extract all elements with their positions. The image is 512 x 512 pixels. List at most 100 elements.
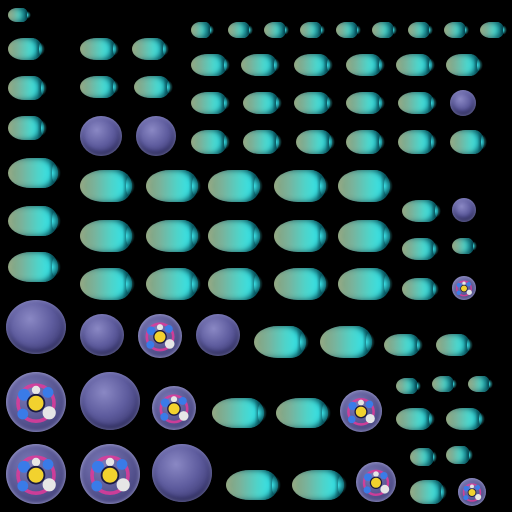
electron-white <box>43 478 56 491</box>
nucleus <box>28 467 45 484</box>
atom-icon <box>152 386 196 430</box>
atom-orb-sprite <box>452 276 476 300</box>
electron-white <box>373 471 379 477</box>
electron-white <box>475 494 481 500</box>
nucleus <box>102 467 119 484</box>
cyan-blob-sprite <box>228 22 250 38</box>
cyan-blob-sprite <box>396 54 432 76</box>
cyan-blob-sprite <box>8 76 44 100</box>
atom-orb-sprite <box>340 390 382 432</box>
cyan-blob-sprite <box>346 92 382 114</box>
cyan-blob-sprite <box>146 170 198 202</box>
purple-orb-sprite <box>6 300 66 354</box>
cyan-blob-sprite <box>8 252 58 282</box>
atom-orb-sprite <box>152 386 196 430</box>
cyan-blob-sprite <box>346 54 382 76</box>
cyan-blob-sprite <box>452 238 474 254</box>
cyan-blob-sprite <box>398 130 434 154</box>
cyan-blob-sprite <box>132 38 166 60</box>
atom-orb-sprite <box>80 444 140 504</box>
cyan-blob-sprite <box>208 220 260 252</box>
electron-blue <box>117 459 128 470</box>
nucleus <box>28 395 45 412</box>
cyan-blob-sprite <box>191 92 227 114</box>
cyan-blob-sprite <box>274 220 326 252</box>
cyan-blob-sprite <box>8 38 42 60</box>
cyan-blob-sprite <box>450 130 484 154</box>
cyan-blob-sprite <box>346 130 382 154</box>
atom-icon <box>458 478 486 506</box>
electron-white <box>380 485 389 494</box>
nucleus <box>468 489 476 497</box>
cyan-blob-sprite <box>468 376 490 392</box>
cyan-blob-sprite <box>243 130 279 154</box>
cyan-blob-sprite <box>264 22 286 38</box>
cyan-blob-sprite <box>292 470 344 500</box>
cyan-blob-sprite <box>402 238 436 260</box>
cyan-blob-sprite <box>444 22 466 38</box>
cyan-blob-sprite <box>191 54 227 76</box>
atom-icon <box>340 390 382 432</box>
cyan-blob-sprite <box>254 326 306 358</box>
cyan-blob-sprite <box>408 22 430 38</box>
electron-white <box>157 324 163 330</box>
cyan-blob-sprite <box>212 398 264 428</box>
nucleus <box>154 331 166 343</box>
electron-white <box>467 290 472 295</box>
cyan-blob-sprite <box>134 76 170 98</box>
cyan-blob-sprite <box>372 22 394 38</box>
electron-blue <box>467 282 471 286</box>
electron-blue <box>146 341 154 349</box>
cyan-blob-sprite <box>276 398 328 428</box>
cyan-blob-sprite <box>294 54 330 76</box>
electron-white <box>43 406 56 419</box>
atom-icon <box>452 276 476 300</box>
cyan-blob-sprite <box>300 22 322 38</box>
purple-orb-sprite <box>80 116 122 156</box>
cyan-blob-sprite <box>396 378 418 394</box>
cyan-blob-sprite <box>294 92 330 114</box>
purple-orb-sprite <box>152 444 212 502</box>
atom-icon <box>80 444 140 504</box>
electron-blue <box>165 325 173 333</box>
purple-orb-sprite <box>80 372 140 430</box>
nucleus <box>461 285 468 292</box>
cyan-blob-sprite <box>80 38 116 60</box>
atom-orb-sprite <box>138 314 182 358</box>
electron-white <box>117 478 130 491</box>
atom-icon <box>6 372 66 432</box>
electron-blue <box>366 401 374 409</box>
atom-icon <box>6 444 66 504</box>
cyan-blob-sprite <box>80 76 116 98</box>
cyan-blob-sprite <box>396 408 432 430</box>
electron-blue <box>475 485 480 490</box>
cyan-blob-sprite <box>480 22 504 38</box>
cyan-blob-sprite <box>191 22 211 38</box>
atom-icon <box>138 314 182 358</box>
cyan-blob-sprite <box>8 158 58 188</box>
cyan-blob-sprite <box>80 170 132 202</box>
electron-white <box>462 282 465 285</box>
cyan-blob-sprite <box>243 92 279 114</box>
cyan-blob-sprite <box>410 480 444 504</box>
purple-orb-sprite <box>196 314 240 356</box>
atom-orb-sprite <box>6 372 66 432</box>
electron-white <box>179 411 189 421</box>
cyan-blob-sprite <box>8 206 58 236</box>
cyan-blob-sprite <box>338 220 390 252</box>
electron-white <box>32 386 40 394</box>
electron-white <box>171 396 177 402</box>
electron-blue <box>348 416 356 424</box>
cyan-blob-sprite <box>226 470 278 500</box>
cyan-blob-sprite <box>336 22 358 38</box>
cyan-blob-sprite <box>436 334 470 356</box>
cyan-blob-sprite <box>402 200 438 222</box>
atom-orb-sprite <box>6 444 66 504</box>
purple-orb-sprite <box>450 90 476 116</box>
electron-white <box>358 400 364 406</box>
atom-orb-sprite <box>458 478 486 506</box>
cyan-blob-sprite <box>191 130 227 154</box>
purple-orb-sprite <box>452 198 476 222</box>
electron-white <box>106 458 114 466</box>
cyan-blob-sprite <box>296 130 332 154</box>
